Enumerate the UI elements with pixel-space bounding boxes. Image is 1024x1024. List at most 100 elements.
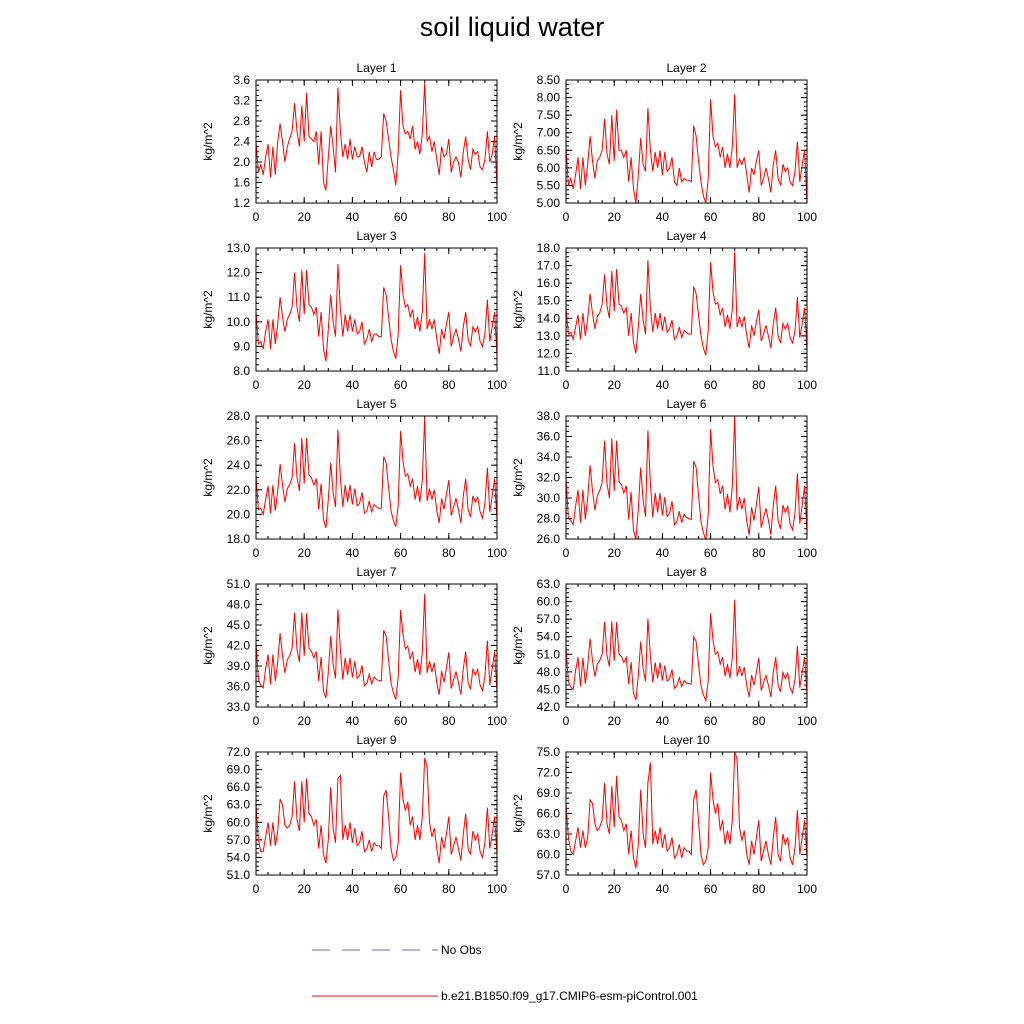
y-tick-label: 26.0 [537,532,561,546]
y-tick-label: 57.0 [537,612,561,626]
series-line [255,757,498,864]
y-tick-label: 16.0 [537,276,561,290]
x-tick-label: 40 [346,210,360,224]
y-axis-label: kg/m^2 [511,458,525,497]
x-tick-label: 60 [704,210,718,224]
y-tick-label: 39.0 [227,659,251,673]
x-tick-label: 0 [563,378,570,392]
series-line [565,751,808,869]
plot-frame [255,79,498,204]
panel-title: Layer 9 [356,733,396,747]
y-tick-label: 8.0 [233,364,250,378]
x-tick-label: 40 [656,378,670,392]
y-tick-label: 63.0 [537,577,561,591]
x-tick-label: 40 [656,546,670,560]
x-tick-label: 20 [608,210,622,224]
series-line [255,252,498,362]
x-tick-label: 80 [442,378,456,392]
x-tick-label: 20 [298,714,312,728]
panel-title: Layer 4 [666,229,706,243]
y-tick-label: 7.50 [537,108,561,122]
x-tick-label: 20 [298,378,312,392]
y-axis-label: kg/m^2 [201,290,215,329]
y-tick-label: 15.0 [537,294,561,308]
x-tick-label: 80 [752,882,766,896]
y-tick-label: 60.0 [227,815,251,829]
x-tick-label: 80 [752,546,766,560]
plot-frame [255,751,498,876]
y-axis-label: kg/m^2 [511,122,525,161]
y-tick-label: 69.0 [537,786,561,800]
y-axis-label: kg/m^2 [201,794,215,833]
y-tick-label: 32.0 [537,471,561,485]
y-tick-label: 20.0 [227,507,251,521]
x-tick-label: 100 [797,546,817,560]
x-tick-label: 20 [298,882,312,896]
y-tick-label: 3.2 [233,94,250,108]
x-tick-label: 100 [797,882,817,896]
y-tick-label: 42.0 [537,700,561,714]
plot-frame [255,583,498,708]
legend-label: No Obs [441,943,482,957]
y-tick-label: 57.0 [227,833,251,847]
plot-frame [565,751,808,876]
plot-frame [565,415,808,540]
x-tick-label: 80 [752,210,766,224]
x-tick-label: 100 [487,882,507,896]
y-tick-label: 63.0 [537,827,561,841]
panel-title: Layer 10 [663,733,710,747]
x-tick-label: 100 [487,714,507,728]
panel-layer-6: Layer 6 kg/m^2 0 20 40 60 80 100 26.0 28.0 30.0 32.… [511,397,817,560]
series-line [255,417,498,529]
x-tick-label: 40 [346,882,360,896]
y-tick-label: 28.0 [537,512,561,526]
x-tick-label: 40 [656,210,670,224]
y-tick-label: 2.8 [233,114,250,128]
plot-frame [565,583,808,708]
x-tick-label: 100 [487,546,507,560]
panel-title: Layer 3 [356,229,396,243]
x-tick-label: 80 [442,882,456,896]
x-tick-label: 100 [487,378,507,392]
x-tick-label: 20 [608,714,622,728]
y-tick-label: 2.0 [233,155,250,169]
y-tick-label: 12.0 [537,346,561,360]
y-axis-label: kg/m^2 [511,290,525,329]
x-tick-label: 40 [346,546,360,560]
x-tick-label: 60 [704,546,718,560]
legend: No Obs b.e21.B1850.f09_g17.CMIP6-esm-piCo… [312,943,698,1003]
y-tick-label: 48.0 [227,598,251,612]
x-tick-label: 20 [608,378,622,392]
y-tick-label: 13.0 [537,329,561,343]
y-tick-label: 10.0 [227,315,251,329]
y-tick-label: 24.0 [227,458,251,472]
x-tick-label: 0 [253,546,260,560]
series-line [565,599,808,703]
y-tick-label: 51.0 [227,868,251,882]
y-tick-label: 28.0 [227,409,251,423]
x-tick-label: 100 [487,210,507,224]
y-axis-label: kg/m^2 [511,794,525,833]
x-tick-label: 20 [298,546,312,560]
x-tick-label: 60 [394,378,408,392]
x-tick-label: 80 [752,714,766,728]
panel-layer-2: Layer 2 kg/m^2 0 20 40 60 80 100 5.00 5.50 6.00 6.5… [511,61,817,224]
x-tick-label: 0 [253,210,260,224]
y-tick-label: 26.0 [227,434,251,448]
y-tick-label: 18.0 [227,532,251,546]
y-tick-label: 5.50 [537,178,561,192]
x-tick-label: 0 [563,714,570,728]
panel-layer-10: Layer 10 kg/m^2 0 20 40 60 80 100 57.0 60.0 63.0 66… [511,733,817,896]
y-axis-label: kg/m^2 [201,122,215,161]
x-tick-label: 0 [253,714,260,728]
y-tick-label: 5.00 [537,196,561,210]
y-tick-label: 63.0 [227,798,251,812]
panel-title: Layer 8 [666,565,706,579]
series-line [255,82,498,191]
y-tick-label: 2.4 [233,135,250,149]
y-tick-label: 48.0 [537,665,561,679]
panel-title: Layer 1 [356,61,396,75]
panel-layer-1: Layer 1 kg/m^2 0 20 40 60 80 100 1.2 1.6 2.0 2.4 2.8… [201,61,507,224]
y-tick-label: 30.0 [537,491,561,505]
y-tick-label: 11.0 [228,290,251,304]
